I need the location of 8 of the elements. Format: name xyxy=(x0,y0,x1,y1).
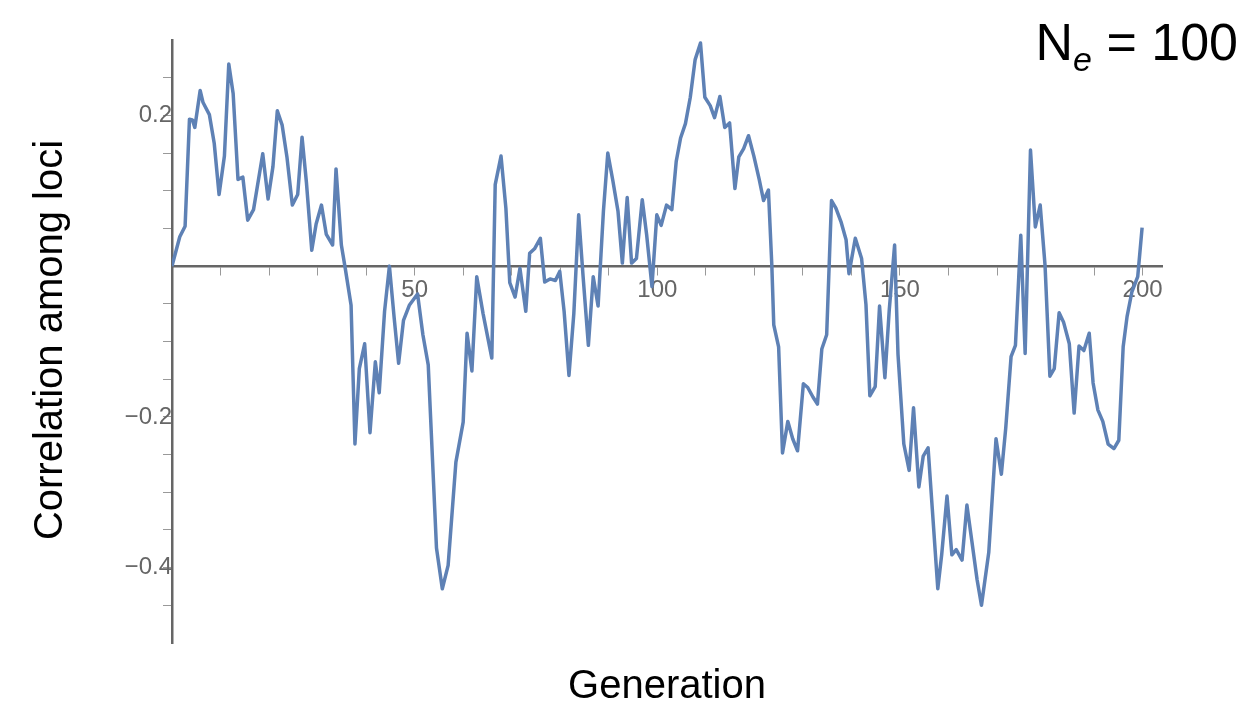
x-tick-label: 50 xyxy=(401,275,428,303)
y-tick-label: −0.4 xyxy=(124,552,172,580)
y-tick-label: −0.2 xyxy=(124,401,172,429)
x-tick-label: 100 xyxy=(637,275,678,303)
x-axis-title: Generation xyxy=(567,662,767,707)
y-tick-label: 0.2 xyxy=(138,100,172,127)
y-axis-title: Correlation among loci xyxy=(25,139,71,541)
annotation: N$_{e}$ = 100 xyxy=(1035,12,1238,80)
